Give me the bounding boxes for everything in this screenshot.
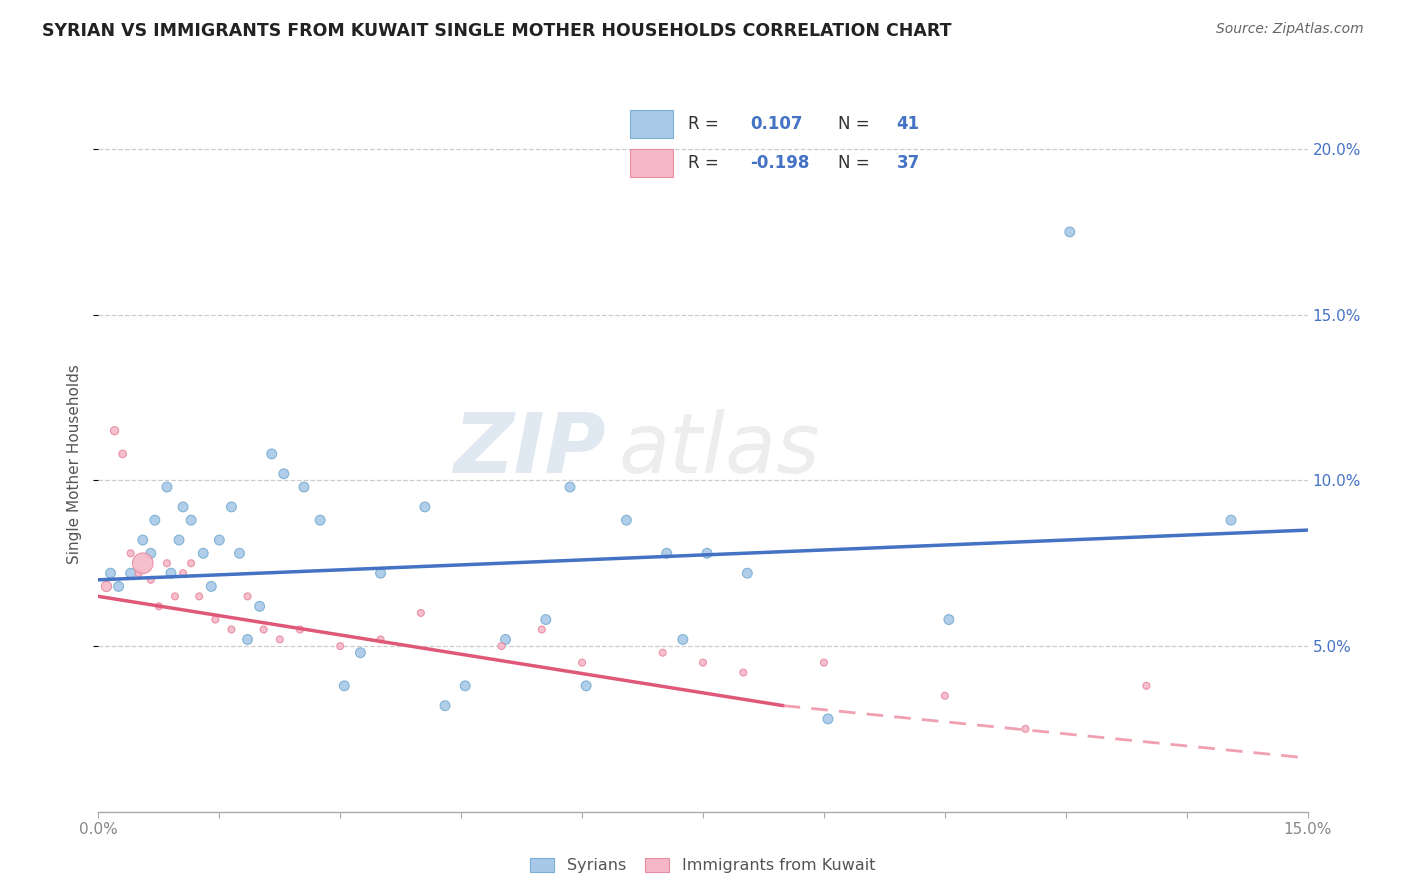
Text: 0.107: 0.107 xyxy=(751,115,803,133)
Point xyxy=(655,546,678,560)
Point xyxy=(813,656,835,670)
Point xyxy=(100,566,122,581)
Point xyxy=(148,599,170,614)
Text: -0.198: -0.198 xyxy=(751,154,810,172)
Text: 41: 41 xyxy=(897,115,920,133)
Point xyxy=(167,533,190,547)
Point xyxy=(558,480,581,494)
Point xyxy=(260,447,283,461)
Point xyxy=(236,590,259,604)
Point xyxy=(156,556,179,570)
Point xyxy=(204,613,226,627)
Point xyxy=(172,566,194,581)
Point xyxy=(180,513,202,527)
Point xyxy=(120,566,142,581)
Point xyxy=(120,546,142,560)
Point xyxy=(236,632,259,647)
Point xyxy=(454,679,477,693)
Text: atlas: atlas xyxy=(619,409,820,491)
Point xyxy=(571,656,593,670)
Point xyxy=(409,606,432,620)
Point xyxy=(103,424,125,438)
Point xyxy=(249,599,271,614)
Text: R =: R = xyxy=(688,154,724,172)
Text: ZIP: ZIP xyxy=(454,409,606,491)
Point xyxy=(434,698,457,713)
Point xyxy=(221,500,243,514)
Text: R =: R = xyxy=(688,115,724,133)
Point xyxy=(672,632,695,647)
Point xyxy=(491,639,513,653)
Text: Source: ZipAtlas.com: Source: ZipAtlas.com xyxy=(1216,22,1364,37)
Point xyxy=(132,533,155,547)
Point xyxy=(292,480,315,494)
Point xyxy=(1220,513,1243,527)
Point xyxy=(228,546,250,560)
Point xyxy=(333,679,356,693)
Point xyxy=(160,566,183,581)
Point xyxy=(651,646,673,660)
Point xyxy=(139,546,162,560)
Point xyxy=(1059,225,1081,239)
Point xyxy=(495,632,517,647)
Point xyxy=(208,533,231,547)
Point xyxy=(349,646,371,660)
Point xyxy=(696,546,718,560)
Point xyxy=(132,556,155,570)
Text: 37: 37 xyxy=(897,154,920,172)
Text: N =: N = xyxy=(838,115,875,133)
Point xyxy=(172,500,194,514)
Point xyxy=(128,566,150,581)
Point xyxy=(111,447,134,461)
Point xyxy=(938,613,960,627)
FancyBboxPatch shape xyxy=(630,111,673,138)
Point xyxy=(370,566,392,581)
Point xyxy=(934,689,956,703)
Point xyxy=(1014,722,1036,736)
Point xyxy=(413,500,436,514)
Point xyxy=(616,513,638,527)
Text: N =: N = xyxy=(838,154,875,172)
Point xyxy=(329,639,352,653)
Point xyxy=(575,679,598,693)
Point xyxy=(288,623,311,637)
Point xyxy=(530,623,553,637)
Point xyxy=(200,579,222,593)
Legend: Syrians, Immigrants from Kuwait: Syrians, Immigrants from Kuwait xyxy=(524,851,882,880)
Point xyxy=(193,546,215,560)
Point xyxy=(156,480,179,494)
Point xyxy=(370,632,392,647)
Point xyxy=(180,556,202,570)
Y-axis label: Single Mother Households: Single Mother Households xyxy=(67,364,83,564)
Point xyxy=(163,590,186,604)
Point xyxy=(188,590,211,604)
Point xyxy=(273,467,295,481)
Point xyxy=(817,712,839,726)
Point xyxy=(221,623,243,637)
Point xyxy=(139,573,162,587)
Point xyxy=(309,513,332,527)
Text: SYRIAN VS IMMIGRANTS FROM KUWAIT SINGLE MOTHER HOUSEHOLDS CORRELATION CHART: SYRIAN VS IMMIGRANTS FROM KUWAIT SINGLE … xyxy=(42,22,952,40)
Point xyxy=(96,579,118,593)
Point xyxy=(269,632,291,647)
Point xyxy=(692,656,714,670)
Point xyxy=(143,513,166,527)
Point xyxy=(737,566,759,581)
Point xyxy=(107,579,129,593)
Point xyxy=(534,613,557,627)
FancyBboxPatch shape xyxy=(630,149,673,178)
Point xyxy=(1135,679,1157,693)
Point xyxy=(733,665,755,680)
Point xyxy=(253,623,276,637)
